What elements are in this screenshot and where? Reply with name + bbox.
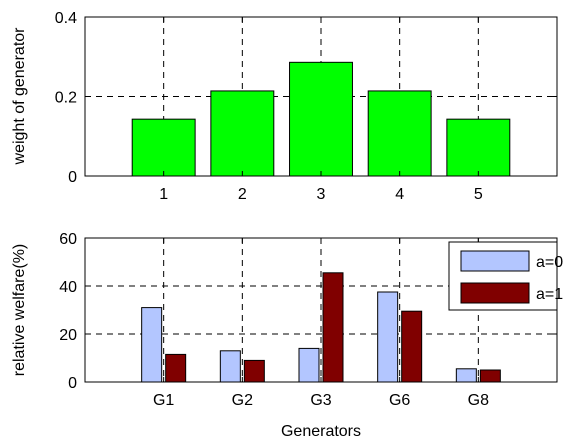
bottom-y-tick-label: 20 [59,327,77,344]
legend-swatch-a1 [460,282,530,304]
top-x-tick-label: 1 [159,186,168,203]
top-y-tick-label: 0.4 [55,10,77,27]
legend-swatch-a0 [460,250,530,272]
bottom-bar-a0 [455,368,477,383]
bottom-bar-a1 [165,353,187,383]
bottom-bar-a0 [219,350,241,383]
bottom-ticks: G1 G2 G3 G6 G8 0 20 40 60 [59,231,557,409]
top-bar [446,118,511,177]
top-bar [210,90,275,177]
bottom-x-axis-label: Generators [281,423,361,440]
legend-label-a1: a=1 [536,286,563,303]
bottom-y-tick-label: 0 [68,375,77,392]
legend-label-a0: a=0 [536,254,563,271]
bottom-x-tick-label: G6 [389,392,410,409]
bottom-x-tick-label: G1 [153,392,174,409]
bottom-bar-a0 [298,347,320,383]
bottom-x-tick-label: G8 [468,392,489,409]
top-chart: 1 2 3 4 5 0 0.2 0.4 weight of generator [11,10,558,203]
bottom-bar-a1 [479,369,501,383]
bottom-x-tick-label: G3 [310,392,331,409]
top-x-tick-label: 4 [395,186,404,203]
top-y-tick-label: 0 [68,169,77,186]
bottom-y-tick-label: 60 [59,231,77,248]
top-y-tick-label: 0.2 [55,90,77,107]
top-x-tick-label: 5 [474,186,483,203]
top-bars [131,61,511,177]
top-ticks: 1 2 3 4 5 0 0.2 0.4 [55,10,557,203]
top-bar [367,90,432,177]
bottom-bar-a0 [141,307,163,383]
top-x-tick-label: 3 [317,186,326,203]
legend: a=0 a=1 [448,241,563,311]
bottom-y-axis-label: relative welfare(%) [11,244,28,376]
top-bar [131,118,196,177]
bottom-chart: G1 G2 G3 G6 G8 0 20 40 60 relative welfare(%) Ge… [11,231,563,440]
bottom-bar-a1 [322,272,344,383]
top-bar [289,61,353,177]
bottom-bar-a1 [401,310,423,383]
bottom-bars [141,272,501,383]
top-y-axis-label: weight of generator [11,27,28,166]
bottom-x-tick-label: G2 [232,392,253,409]
top-x-tick-label: 2 [238,186,247,203]
bottom-y-tick-label: 40 [59,279,77,296]
bottom-bar-a0 [377,291,399,383]
bottom-bar-a1 [243,359,265,383]
